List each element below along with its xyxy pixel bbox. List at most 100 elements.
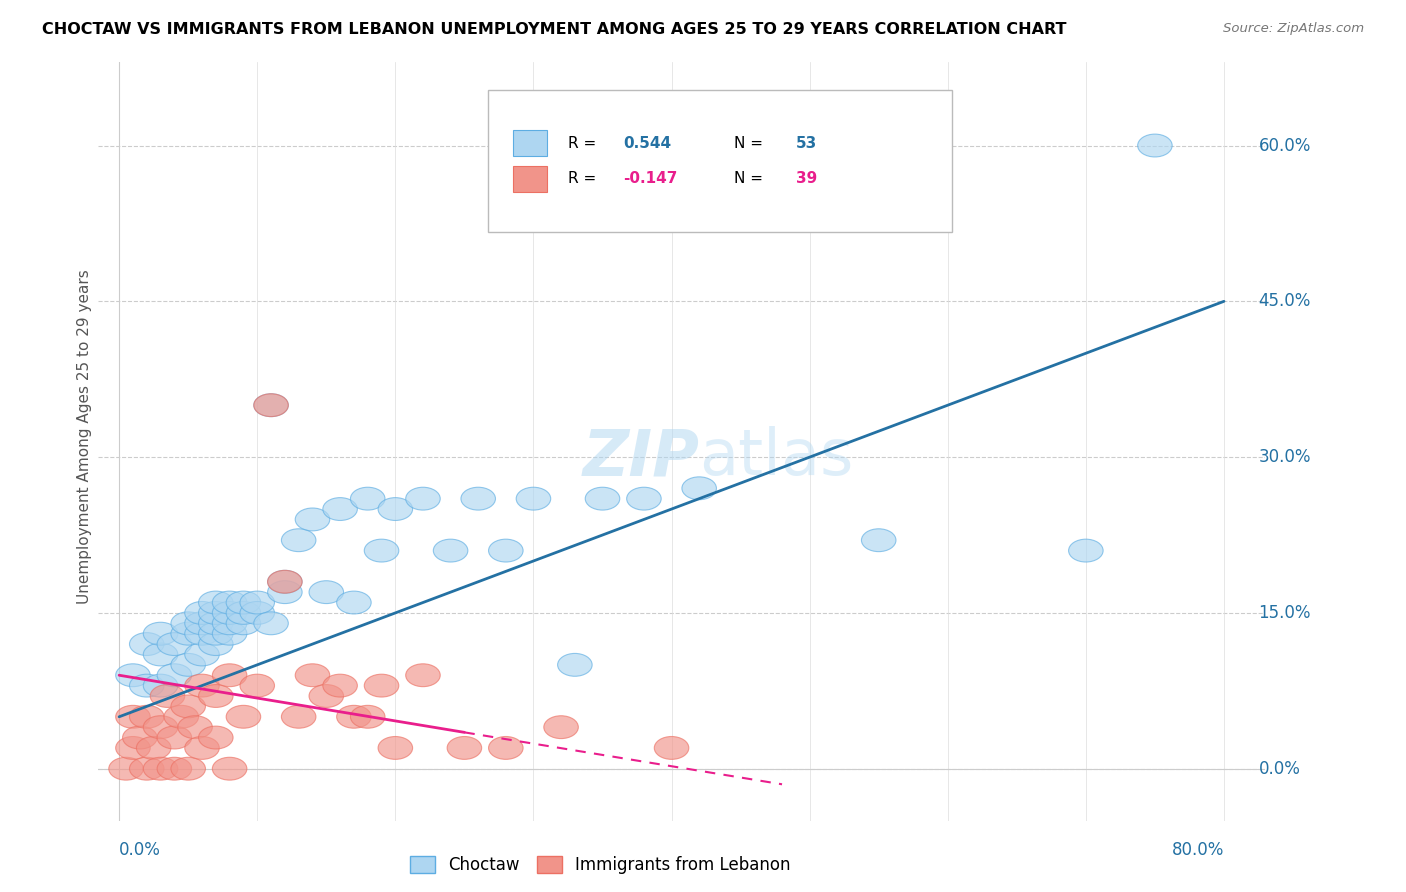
Ellipse shape: [184, 737, 219, 759]
Ellipse shape: [165, 706, 198, 728]
Ellipse shape: [184, 601, 219, 624]
Ellipse shape: [544, 715, 578, 739]
Ellipse shape: [516, 487, 551, 510]
FancyBboxPatch shape: [513, 166, 547, 193]
Ellipse shape: [1069, 539, 1104, 562]
Ellipse shape: [184, 623, 219, 645]
Ellipse shape: [157, 726, 191, 749]
Ellipse shape: [157, 664, 191, 687]
Ellipse shape: [558, 654, 592, 676]
Ellipse shape: [172, 757, 205, 780]
Ellipse shape: [184, 674, 219, 697]
Ellipse shape: [336, 591, 371, 614]
Ellipse shape: [212, 757, 247, 780]
Text: ZIP: ZIP: [582, 426, 699, 488]
Ellipse shape: [585, 487, 620, 510]
Text: 60.0%: 60.0%: [1258, 136, 1310, 154]
Ellipse shape: [184, 612, 219, 635]
Ellipse shape: [198, 684, 233, 707]
Ellipse shape: [226, 706, 260, 728]
Ellipse shape: [129, 632, 165, 656]
Ellipse shape: [177, 715, 212, 739]
Text: 30.0%: 30.0%: [1258, 448, 1310, 467]
Text: R =: R =: [568, 171, 596, 186]
Ellipse shape: [654, 737, 689, 759]
Ellipse shape: [143, 643, 177, 666]
Ellipse shape: [212, 612, 247, 635]
Ellipse shape: [115, 664, 150, 687]
Ellipse shape: [1137, 134, 1173, 157]
Ellipse shape: [406, 487, 440, 510]
Ellipse shape: [267, 570, 302, 593]
Ellipse shape: [240, 601, 274, 624]
Ellipse shape: [240, 674, 274, 697]
Ellipse shape: [682, 477, 717, 500]
Text: 53: 53: [796, 136, 817, 151]
Ellipse shape: [143, 623, 177, 645]
Ellipse shape: [378, 737, 412, 759]
Ellipse shape: [240, 591, 274, 614]
Ellipse shape: [184, 643, 219, 666]
Text: 0.544: 0.544: [623, 136, 671, 151]
Text: R =: R =: [568, 136, 596, 151]
Ellipse shape: [447, 737, 482, 759]
Ellipse shape: [157, 632, 191, 656]
Ellipse shape: [254, 612, 288, 635]
Ellipse shape: [309, 684, 343, 707]
Ellipse shape: [115, 737, 150, 759]
Ellipse shape: [143, 674, 177, 697]
Ellipse shape: [488, 539, 523, 562]
FancyBboxPatch shape: [513, 130, 547, 156]
Text: -0.147: -0.147: [623, 171, 678, 186]
Ellipse shape: [198, 601, 233, 624]
Ellipse shape: [122, 726, 157, 749]
Ellipse shape: [198, 591, 233, 614]
Ellipse shape: [364, 539, 399, 562]
Text: 39: 39: [796, 171, 817, 186]
Ellipse shape: [136, 737, 172, 759]
Text: 0.0%: 0.0%: [120, 841, 162, 859]
Ellipse shape: [323, 674, 357, 697]
Ellipse shape: [364, 674, 399, 697]
Ellipse shape: [862, 529, 896, 551]
Ellipse shape: [295, 508, 330, 531]
Ellipse shape: [267, 570, 302, 593]
Ellipse shape: [461, 487, 495, 510]
Ellipse shape: [212, 601, 247, 624]
Ellipse shape: [378, 498, 412, 520]
Ellipse shape: [129, 757, 165, 780]
Ellipse shape: [281, 529, 316, 551]
Ellipse shape: [254, 393, 288, 417]
Ellipse shape: [129, 706, 165, 728]
Ellipse shape: [198, 623, 233, 645]
Text: CHOCTAW VS IMMIGRANTS FROM LEBANON UNEMPLOYMENT AMONG AGES 25 TO 29 YEARS CORREL: CHOCTAW VS IMMIGRANTS FROM LEBANON UNEMP…: [42, 22, 1067, 37]
Ellipse shape: [172, 612, 205, 635]
Ellipse shape: [212, 591, 247, 614]
Ellipse shape: [281, 706, 316, 728]
Ellipse shape: [198, 726, 233, 749]
Ellipse shape: [172, 654, 205, 676]
Ellipse shape: [129, 674, 165, 697]
Text: 80.0%: 80.0%: [1171, 841, 1225, 859]
Ellipse shape: [488, 737, 523, 759]
Ellipse shape: [295, 664, 330, 687]
Text: 0.0%: 0.0%: [1258, 760, 1301, 778]
Ellipse shape: [350, 487, 385, 510]
FancyBboxPatch shape: [488, 90, 952, 232]
Ellipse shape: [350, 706, 385, 728]
Text: N =: N =: [734, 171, 762, 186]
Ellipse shape: [150, 684, 184, 707]
Text: 15.0%: 15.0%: [1258, 604, 1310, 622]
Ellipse shape: [627, 487, 661, 510]
Ellipse shape: [336, 706, 371, 728]
Ellipse shape: [172, 695, 205, 718]
Ellipse shape: [254, 393, 288, 417]
Ellipse shape: [226, 601, 260, 624]
Ellipse shape: [212, 664, 247, 687]
Ellipse shape: [433, 539, 468, 562]
Text: Unemployment Among Ages 25 to 29 years: Unemployment Among Ages 25 to 29 years: [77, 269, 93, 604]
Ellipse shape: [226, 612, 260, 635]
Text: atlas: atlas: [699, 426, 853, 488]
Legend: Choctaw, Immigrants from Lebanon: Choctaw, Immigrants from Lebanon: [404, 849, 797, 880]
Ellipse shape: [143, 757, 177, 780]
